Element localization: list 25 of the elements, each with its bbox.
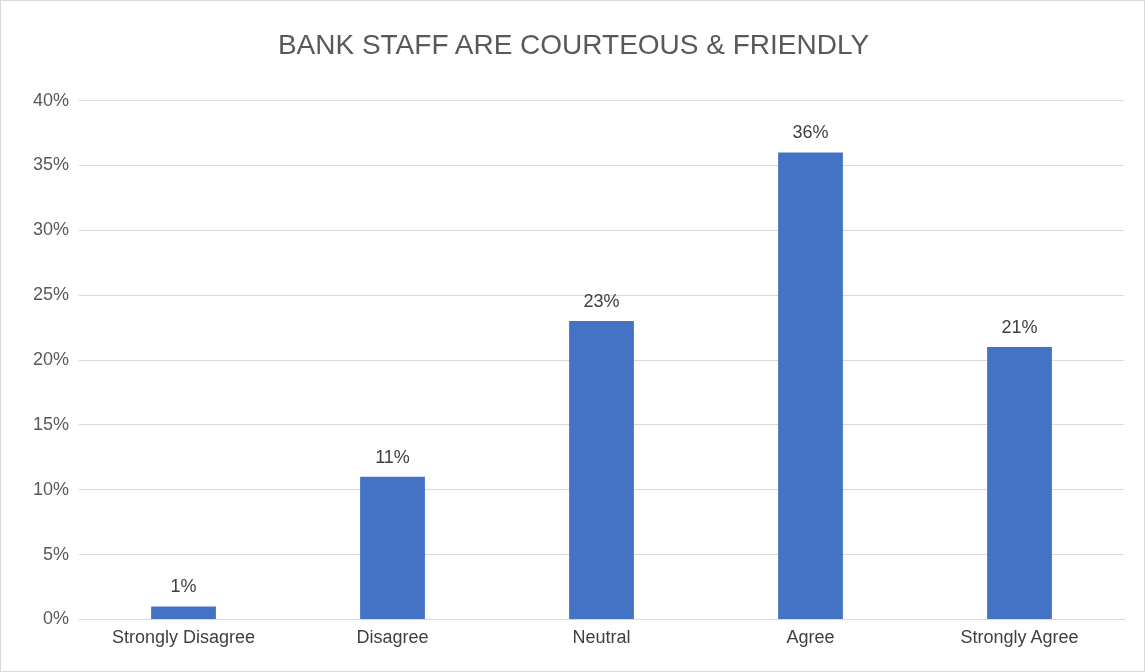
x-tick-label: Disagree xyxy=(356,627,429,648)
bar xyxy=(569,321,634,619)
y-tick-label: 10% xyxy=(33,478,70,499)
data-label: 21% xyxy=(1001,317,1038,337)
bar xyxy=(987,347,1052,619)
y-tick-label: 0% xyxy=(43,608,70,629)
bar xyxy=(151,606,216,619)
x-tick-label: Strongly Agree xyxy=(960,627,1079,648)
y-tick-label: 25% xyxy=(33,284,70,305)
data-label: 1% xyxy=(170,576,197,597)
y-tick-label: 15% xyxy=(33,413,70,434)
y-tick-label: 5% xyxy=(43,543,70,564)
y-tick-label: 35% xyxy=(33,154,70,175)
bar xyxy=(360,476,425,619)
x-tick-label: Agree xyxy=(786,627,835,648)
y-tick-label: 40% xyxy=(33,89,70,110)
y-tick-label: 30% xyxy=(33,219,70,240)
data-label: 36% xyxy=(792,122,829,143)
y-tick-label: 20% xyxy=(33,348,70,369)
x-tick-label: Strongly Disagree xyxy=(111,627,256,648)
data-label: 11% xyxy=(375,446,410,467)
chart-title: BANK STAFF ARE COURTEOUS & FRIENDLY xyxy=(277,28,870,60)
data-label: 23% xyxy=(583,291,620,312)
bar xyxy=(778,152,843,619)
x-tick-label: Neutral xyxy=(572,627,631,648)
